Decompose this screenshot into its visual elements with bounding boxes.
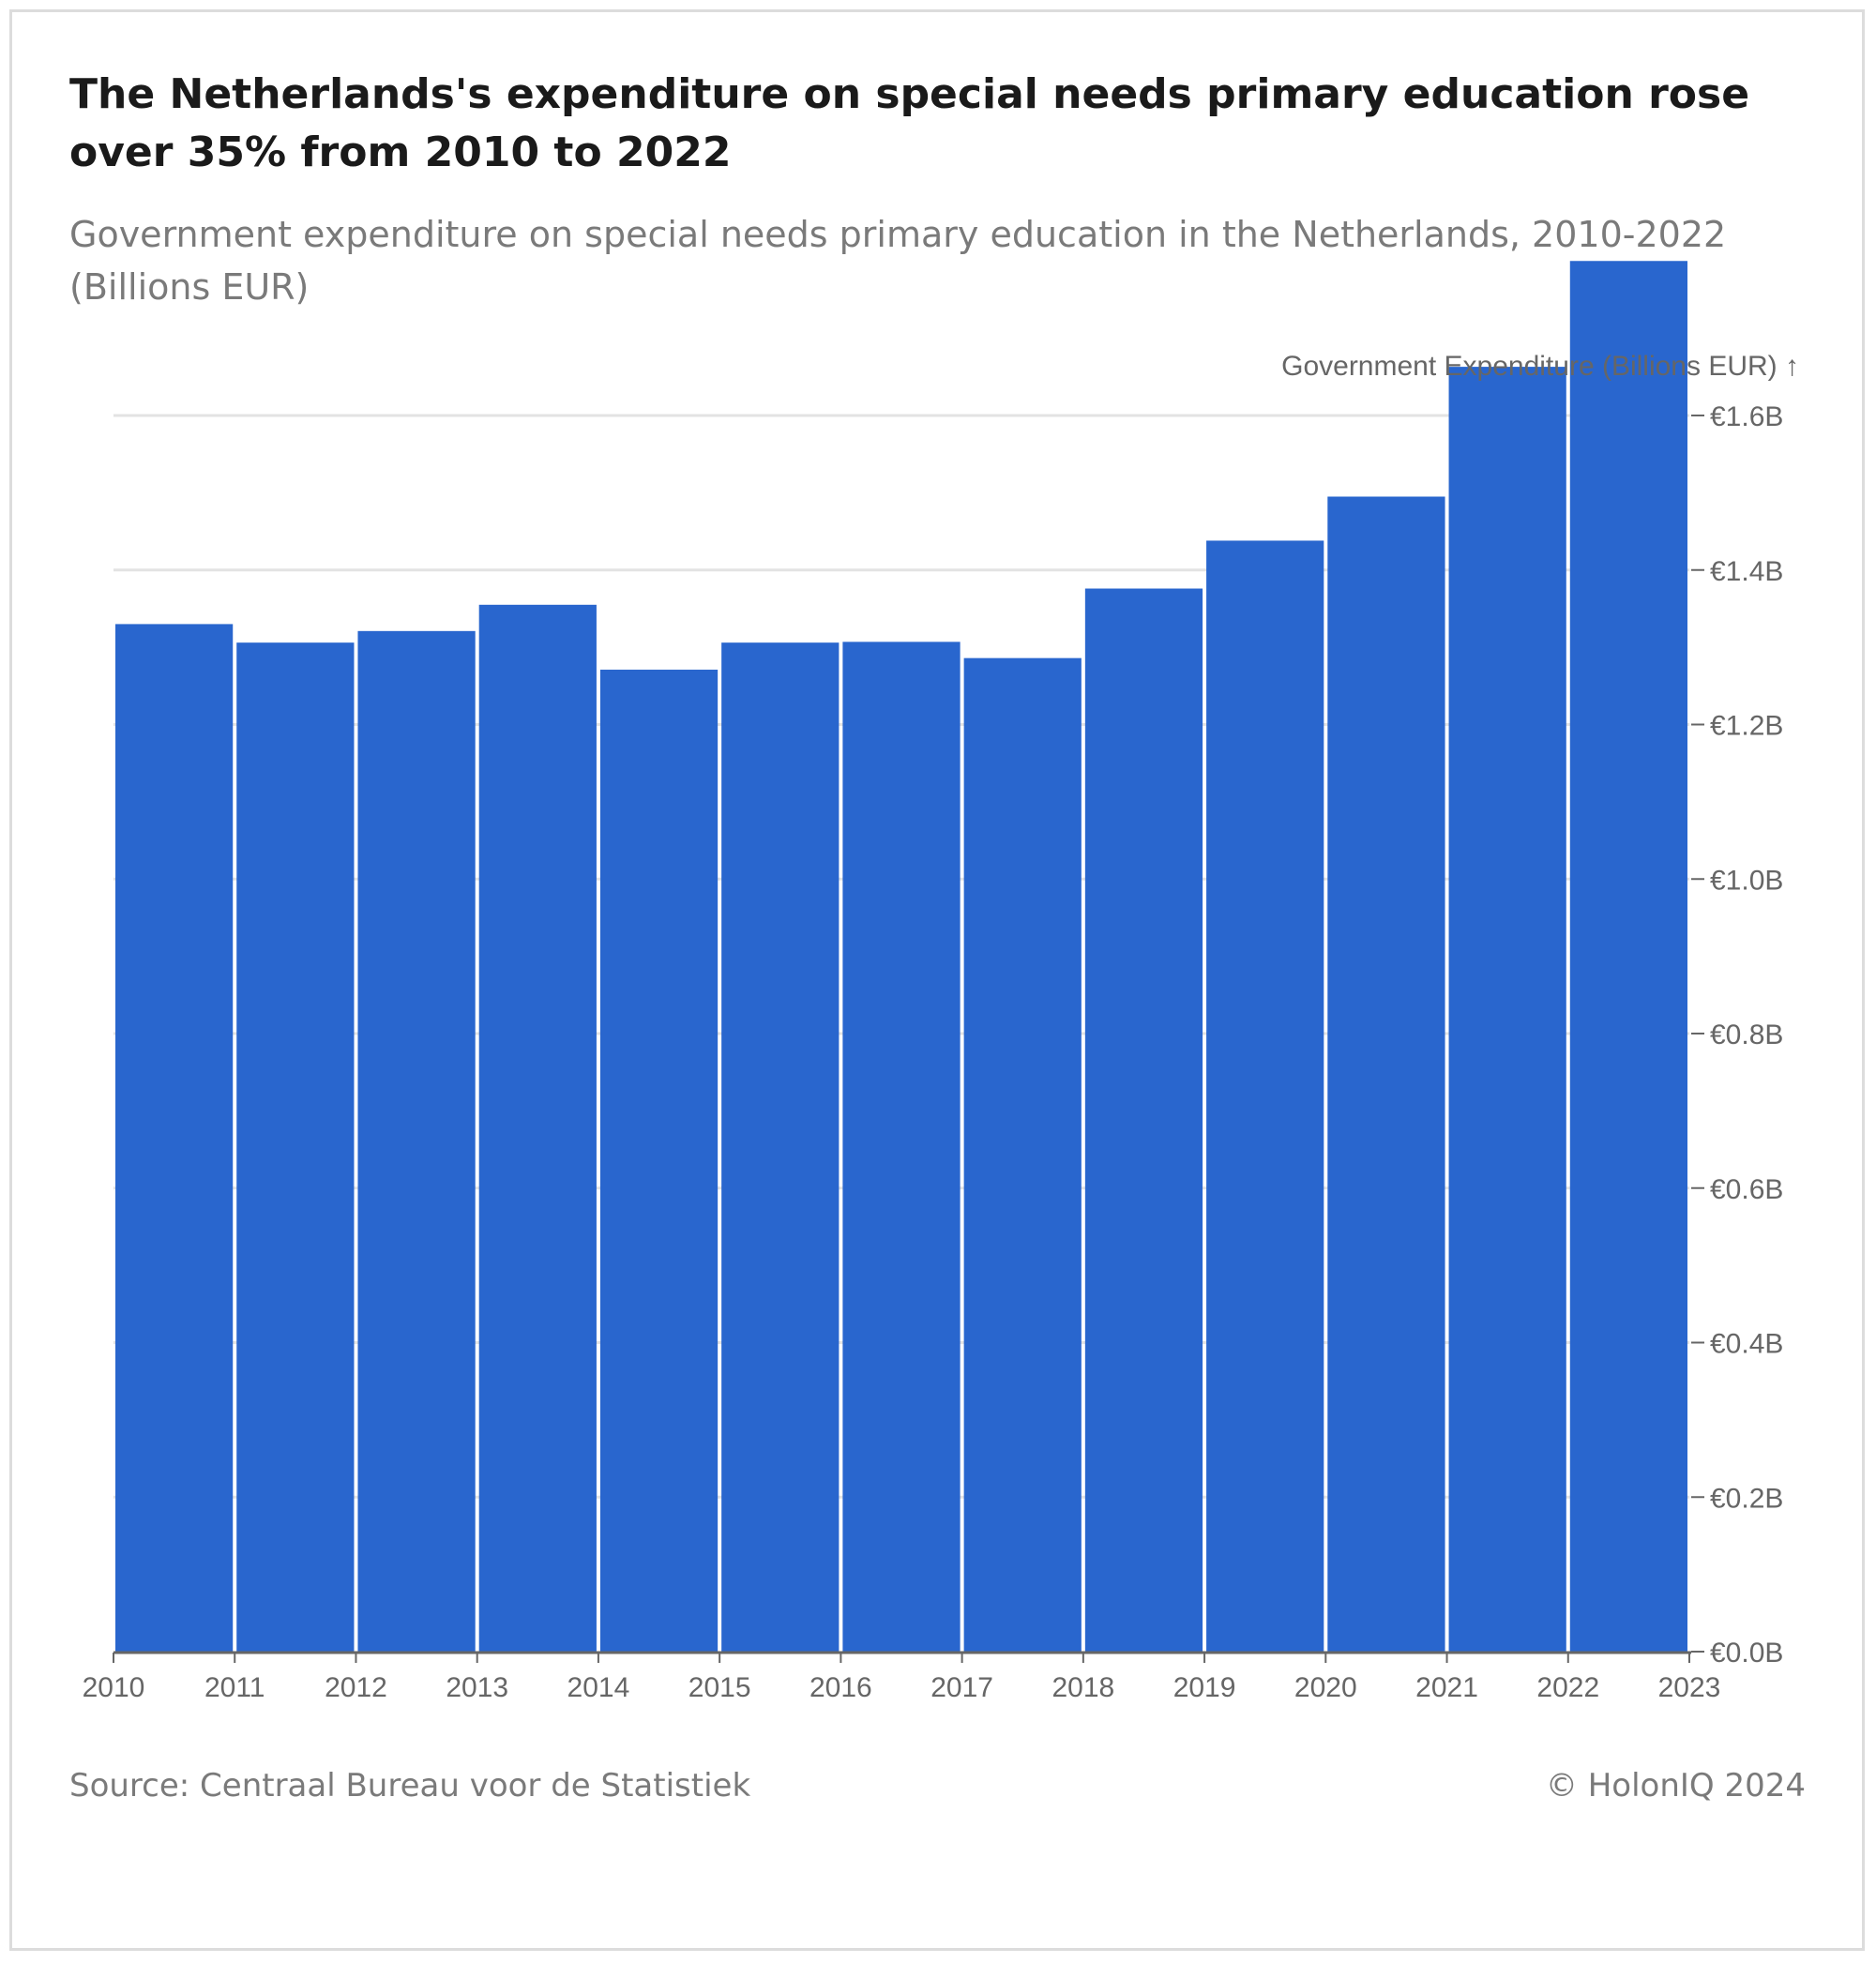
copyright-note: © HolonIQ 2024	[1545, 1767, 1806, 1804]
bar-2012	[357, 630, 476, 1653]
x-tick-label-2019: 2019	[1173, 1672, 1236, 1703]
y-tick-label: €0.0B	[1710, 1638, 1783, 1669]
x-tick-label-2022: 2022	[1536, 1672, 1599, 1703]
bar-2017	[963, 657, 1082, 1652]
x-tick-label-2017: 2017	[930, 1672, 993, 1703]
y-tick-label: €1.2B	[1710, 711, 1783, 742]
x-tick-label-2018: 2018	[1051, 1672, 1114, 1703]
y-tick-label: €1.4B	[1710, 556, 1783, 587]
x-tick-label-2020: 2020	[1294, 1672, 1357, 1703]
x-tick-label-2021: 2021	[1415, 1672, 1478, 1703]
bars	[115, 261, 1687, 1653]
bar-2015	[721, 642, 840, 1652]
chart-title: The Netherlands's expenditure on special…	[69, 70, 1750, 176]
x-tick-label-2014: 2014	[567, 1672, 630, 1703]
bar-2022	[1569, 261, 1687, 1652]
bar-2018	[1084, 588, 1203, 1652]
y-tick-label: €1.0B	[1710, 865, 1783, 896]
x-tick-label-2016: 2016	[809, 1672, 872, 1703]
bar-2014	[599, 670, 719, 1653]
bar-2021	[1448, 367, 1566, 1652]
x-tick-label-2010: 2010	[83, 1672, 145, 1703]
bar-2016	[842, 642, 961, 1652]
y-tick-label: €1.6B	[1710, 401, 1783, 432]
bar-2020	[1327, 496, 1445, 1652]
axes: 2010 2011 2012 2013 2014 2015 2016 2017 2018 2019…	[83, 401, 1784, 1703]
x-tick-label-2015: 2015	[688, 1672, 751, 1703]
y-tick-label: €0.4B	[1710, 1329, 1783, 1360]
y-tick-label: €0.6B	[1710, 1174, 1783, 1205]
x-tick-label-2012: 2012	[325, 1672, 387, 1703]
source-note: Source: Centraal Bureau voor de Statisti…	[69, 1767, 751, 1804]
bar-2011	[236, 642, 355, 1652]
bar-2013	[478, 604, 597, 1652]
chart-subtitle: Government expenditure on special needs …	[69, 214, 1727, 308]
y-tick-label: €0.8B	[1710, 1019, 1783, 1050]
bar-2010	[115, 624, 234, 1652]
bar-2019	[1206, 540, 1324, 1652]
y-tick-label: €0.2B	[1710, 1483, 1783, 1514]
y-axis-label: Government Expenditure (Billions EUR) ↑	[1281, 351, 1799, 382]
x-tick-label-2013: 2013	[446, 1672, 508, 1703]
x-tick-label-2023: 2023	[1658, 1672, 1721, 1703]
x-tick-label-2011: 2011	[204, 1672, 265, 1703]
